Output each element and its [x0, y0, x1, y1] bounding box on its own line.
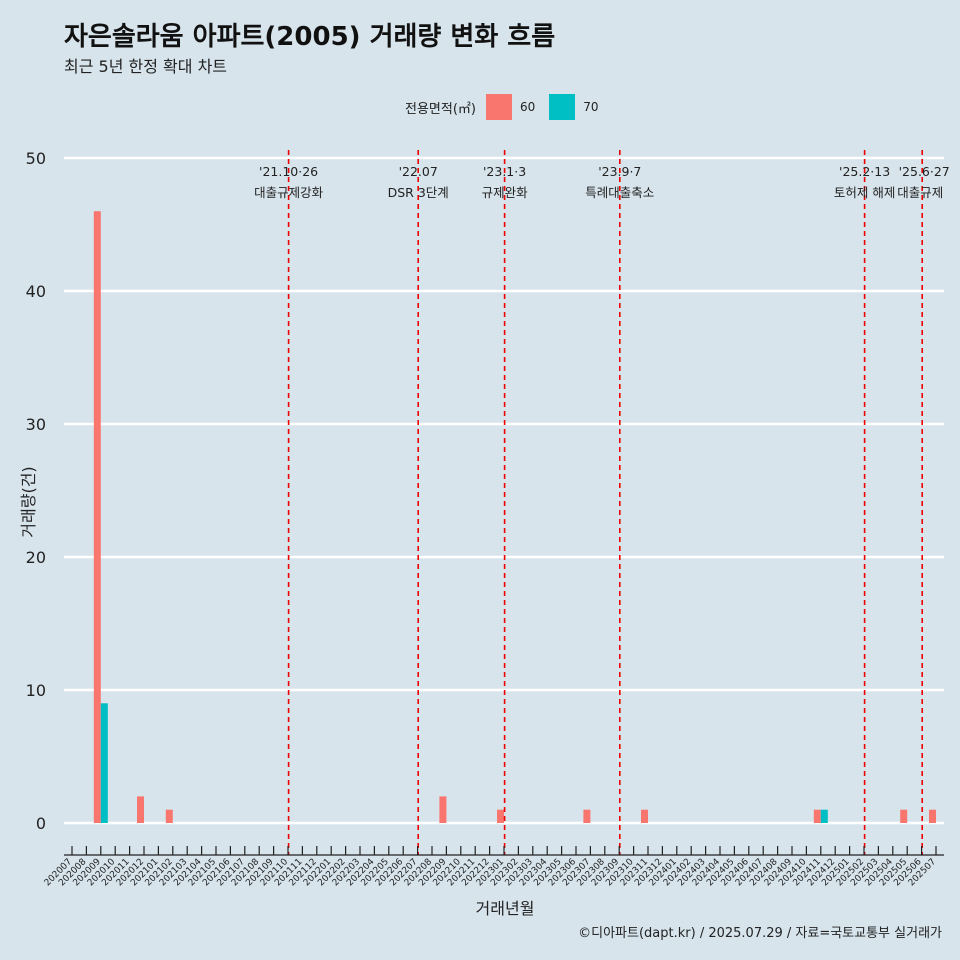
event-label: 대출규제 [897, 185, 943, 200]
event-lines: '21.10·26 대출규제강화 '22.07 DSR 3단계 '23.1·3 규제완화 '… [254, 150, 950, 855]
bar [929, 809, 936, 823]
y-tick-label: 30 [26, 415, 46, 434]
chart-subtitle: 최근 5년 한정 확대 차트 [64, 57, 228, 76]
event-label: 토허제 해제 [834, 185, 895, 200]
x-axis: 2020072020082020092020102020112020122021… [43, 846, 944, 888]
legend: 전용면적(㎡) 60 70 [405, 93, 613, 121]
bar [583, 809, 591, 823]
event-label: 특례대출축소 [585, 185, 654, 200]
bar [439, 796, 447, 823]
legend-label-70: 70 [583, 100, 599, 114]
event-label: 대출규제강화 [254, 185, 324, 200]
gridlines [64, 156, 944, 825]
caption: ©디아파트(dapt.kr) / 2025.07.29 / 자료=국토교통부 실… [578, 926, 942, 941]
y-tick-label: 20 [26, 548, 46, 567]
event-label: 규제완화 [482, 185, 529, 200]
legend-swatch-60 [485, 94, 512, 120]
bars [93, 211, 936, 823]
event-date: '21.10·26 [259, 164, 318, 179]
bar [497, 809, 504, 823]
legend-label-60: 60 [519, 100, 536, 114]
y-tick-label: 50 [26, 149, 46, 168]
y-axis-label: 거래량(건) [19, 466, 38, 537]
y-tick-label: 0 [36, 814, 46, 833]
event-date: '25.2·13 [839, 164, 890, 179]
bar [93, 211, 101, 823]
chart-title: 자은솔라움 아파트(2005) 거래량 변화 흐름 [64, 22, 556, 52]
bar [165, 809, 173, 823]
event-label: DSR 3단계 [388, 185, 449, 200]
bar [900, 809, 908, 823]
y-axis: 0 10 20 30 40 50 [26, 149, 46, 833]
bar [137, 796, 144, 823]
bar [813, 809, 821, 823]
bar [820, 809, 828, 823]
legend-title: 전용면적(㎡) [405, 101, 476, 117]
bar [100, 703, 108, 823]
event-date: '25.6·27 [899, 164, 950, 179]
event-date: '23.1·3 [483, 164, 526, 179]
event-date: '23.9·7 [598, 164, 641, 179]
y-tick-label: 40 [26, 282, 46, 301]
x-axis-label: 거래년월 [476, 899, 535, 918]
bar [641, 809, 648, 823]
event-date: '22.07 [399, 164, 438, 179]
legend-swatch-70 [549, 94, 576, 120]
y-tick-label: 10 [26, 681, 46, 700]
